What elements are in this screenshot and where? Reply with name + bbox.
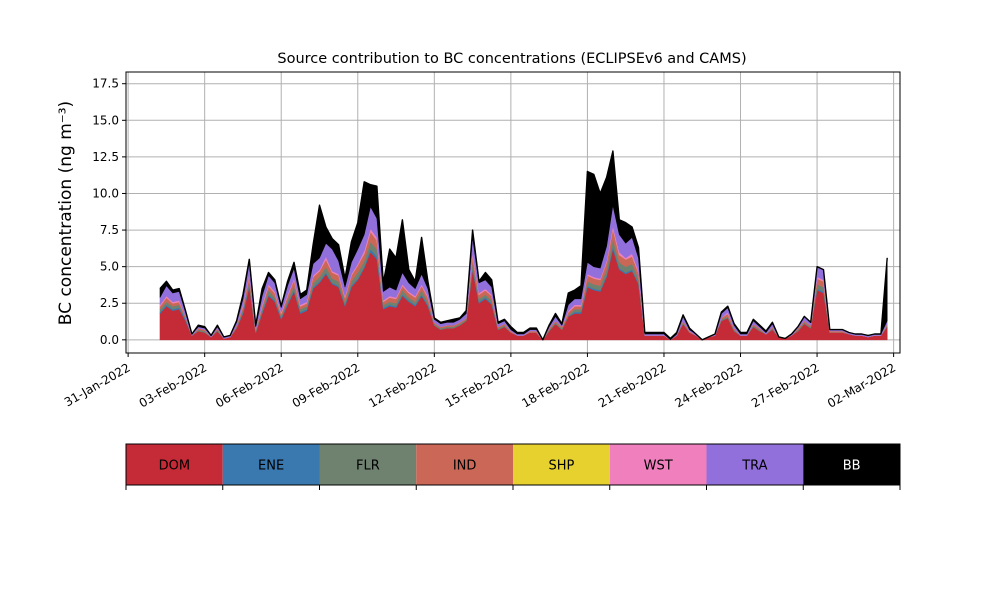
y-axis-label: BC concentration (ng m⁻³) <box>56 101 76 325</box>
total-outline <box>159 150 888 341</box>
legend-label-flr: FLR <box>356 459 380 474</box>
x-tick-label: 06-Feb-2022 <box>213 360 286 410</box>
chart-title: Source contribution to BC concentrations… <box>277 51 746 67</box>
legend-label-ind: IND <box>453 459 477 474</box>
x-tick-label: 18-Feb-2022 <box>519 360 592 410</box>
x-tick-label: 21-Feb-2022 <box>596 360 669 410</box>
y-axis-ticks: 0.0 2.5 5.0 7.5 10.0 12.5 15.0 17.5 <box>92 77 126 347</box>
y-tick-label: 5.0 <box>100 260 119 274</box>
legend-swatch-ene <box>222 444 320 485</box>
legend-label-bb: BB <box>843 459 861 474</box>
y-tick-label: 2.5 <box>100 296 119 310</box>
legend-swatch-bb <box>803 444 900 485</box>
legend-swatch-dom <box>126 444 223 485</box>
legend: DOM ENE FLR IND SHP WST TRA BB <box>125 443 901 490</box>
legend-label-wst: WST <box>644 459 673 474</box>
y-tick-label: 12.5 <box>92 150 119 164</box>
y-tick-label: 0.0 <box>100 333 119 347</box>
legend-frame <box>125 443 901 486</box>
y-tick-label: 10.0 <box>92 186 119 200</box>
grid <box>126 72 900 353</box>
x-tick-label: 27-Feb-2022 <box>749 360 822 410</box>
x-tick-label: 31-Jan-2022 <box>62 360 133 409</box>
x-axis-ticks: 31-Jan-2022 03-Feb-2022 06-Feb-2022 09-Feb-… <box>62 353 898 411</box>
y-tick-label: 17.5 <box>92 77 119 91</box>
x-tick-label: 24-Feb-2022 <box>672 360 745 410</box>
legend-swatch-tra <box>706 444 804 485</box>
y-tick-label: 15.0 <box>92 113 119 127</box>
x-tick-label: 02-Mar-2022 <box>825 360 898 410</box>
legend-label-ene: ENE <box>258 459 284 474</box>
legend-label-shp: SHP <box>548 459 574 474</box>
x-tick-label: 09-Feb-2022 <box>290 360 363 410</box>
legend-swatch-flr <box>319 444 417 485</box>
legend-swatch-ind <box>416 444 513 485</box>
x-tick-label: 12-Feb-2022 <box>366 360 439 410</box>
y-tick-label: 7.5 <box>100 223 119 237</box>
x-tick-label: 03-Feb-2022 <box>137 360 210 410</box>
x-tick-label: 15-Feb-2022 <box>443 360 516 410</box>
legend-label-dom: DOM <box>159 459 190 474</box>
legend-swatch-shp <box>513 444 610 485</box>
axes-frame <box>125 71 901 354</box>
axes <box>125 71 901 354</box>
legend-label-tra: TRA <box>741 459 767 474</box>
stacked-areas <box>159 150 888 341</box>
legend-swatch-wst <box>609 444 707 485</box>
